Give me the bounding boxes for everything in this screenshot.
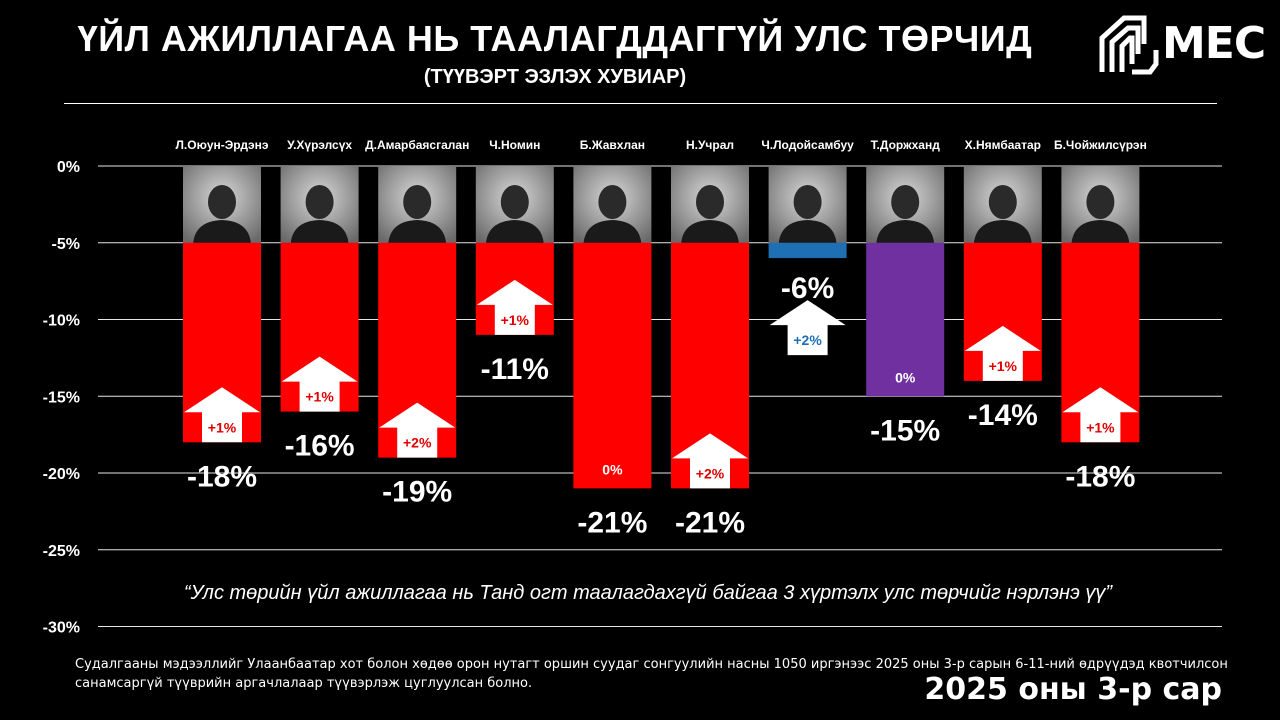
bar bbox=[573, 242, 652, 489]
change-label: +1% bbox=[305, 389, 334, 405]
portrait-head bbox=[988, 185, 1017, 219]
value-label: -21% bbox=[675, 506, 745, 539]
category-label: Д.Амарбаясгалан bbox=[365, 138, 469, 152]
y-tick-label: -15% bbox=[43, 389, 80, 406]
value-label: -18% bbox=[1065, 460, 1135, 493]
change-label: +2% bbox=[793, 332, 822, 348]
y-tick-label: -25% bbox=[43, 543, 80, 560]
title-divider bbox=[64, 103, 1217, 104]
y-tick-label: -10% bbox=[43, 313, 80, 330]
portrait-body bbox=[290, 220, 349, 244]
portrait-head bbox=[500, 185, 529, 219]
up-arrow-icon bbox=[769, 300, 846, 356]
change-label: +2% bbox=[403, 435, 432, 451]
change-label: +1% bbox=[501, 312, 530, 328]
mes-logo-icon bbox=[1099, 15, 1159, 75]
change-label: +1% bbox=[989, 358, 1018, 374]
up-arrow-icon bbox=[379, 402, 456, 458]
value-label: -6% bbox=[781, 272, 834, 305]
y-tick-label: -20% bbox=[43, 466, 80, 483]
y-tick-label: 0% bbox=[57, 159, 80, 176]
portrait-head bbox=[305, 185, 334, 219]
methodology-note: Судалгааны мэдээллийг Улаанбаатар хот бо… bbox=[75, 657, 1228, 691]
page-subtitle: (ТҮҮВЭРТ ЭЗЛЭХ ХУВИАР) bbox=[423, 66, 687, 88]
up-arrow-icon bbox=[1062, 387, 1139, 443]
portrait-body bbox=[388, 220, 447, 244]
up-arrow-icon bbox=[184, 387, 260, 443]
change-label: +1% bbox=[208, 419, 237, 435]
value-label: -21% bbox=[577, 506, 647, 539]
category-label: Б.Чойжилсүрэн bbox=[1054, 138, 1147, 152]
portrait-head bbox=[208, 185, 236, 219]
logo-text: МЕС bbox=[1162, 18, 1266, 69]
value-label: -16% bbox=[285, 430, 355, 463]
value-label: -11% bbox=[481, 353, 549, 386]
up-arrow-icon bbox=[672, 433, 748, 489]
portrait-head bbox=[403, 185, 432, 219]
up-arrow-icon bbox=[281, 356, 358, 412]
portrait-body bbox=[973, 220, 1032, 244]
category-label: Н.Учрал bbox=[686, 138, 734, 152]
portrait-head bbox=[793, 185, 822, 219]
change-label: 0% bbox=[895, 369, 916, 385]
value-label: -18% bbox=[187, 460, 257, 493]
category-label: Х.Нямбаатар bbox=[965, 138, 1041, 152]
page-title: ҮЙЛ АЖИЛЛАГАА НЬ ТААЛАГДДАГГҮЙ УЛС ТӨРЧИ… bbox=[77, 18, 1033, 59]
survey-question: “Улс төрийн үйл ажиллагаа нь Танд огт та… bbox=[183, 582, 1113, 604]
bar bbox=[768, 242, 847, 259]
portrait-body bbox=[876, 220, 935, 244]
bar bbox=[866, 242, 945, 397]
portrait-head bbox=[1086, 185, 1115, 219]
category-label: Т.Доржханд bbox=[871, 138, 941, 152]
portrait-body bbox=[1071, 220, 1130, 244]
portrait-body bbox=[583, 220, 642, 244]
category-label: Ч.Лодойсамбуу bbox=[761, 138, 854, 152]
up-arrow-icon bbox=[476, 279, 553, 335]
category-label: Б.Жавхлан bbox=[580, 138, 645, 152]
value-label: -19% bbox=[382, 476, 452, 509]
y-tick-label: -30% bbox=[43, 620, 80, 637]
value-label: -15% bbox=[870, 414, 940, 447]
portrait-head bbox=[598, 185, 627, 219]
change-label: +2% bbox=[696, 465, 725, 481]
category-label: Ч.Номин bbox=[489, 138, 540, 152]
portrait-head bbox=[891, 185, 920, 219]
category-label: Л.Оюун-Эрдэнэ bbox=[176, 138, 269, 152]
portrait-body bbox=[485, 220, 544, 244]
change-label: 0% bbox=[602, 461, 623, 477]
portrait-body bbox=[193, 220, 251, 244]
portrait-body bbox=[681, 220, 739, 244]
bar-chart: 0% -5% -10% -15% -20% -25% -30% +1% -18% Л.Оюун-… bbox=[43, 138, 1222, 637]
up-arrow-icon bbox=[964, 325, 1041, 381]
portrait-body bbox=[778, 220, 837, 244]
category-label: У.Хүрэлсүх bbox=[287, 138, 352, 152]
portrait-head bbox=[696, 185, 724, 219]
y-tick-label: -5% bbox=[52, 236, 80, 253]
value-label: -14% bbox=[968, 399, 1038, 432]
change-label: +1% bbox=[1086, 419, 1115, 435]
survey-date: 2025 оны 3-р сар bbox=[924, 672, 1222, 707]
